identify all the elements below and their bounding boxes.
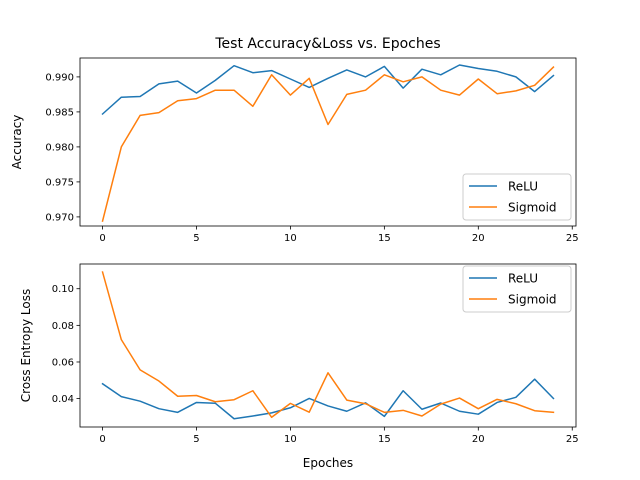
x-tick-label: 15	[378, 233, 391, 244]
y-axis-label: Cross Entropy Loss	[19, 289, 33, 402]
x-tick-label: 20	[472, 233, 485, 244]
x-tick-label: 0	[99, 434, 105, 445]
legend-label-sigmoid: Sigmoid	[508, 293, 557, 307]
axes-frame	[79, 263, 577, 428]
legend: ReLU Sigmoid	[462, 173, 572, 221]
x-tick-label: 5	[193, 434, 199, 445]
x-tick-label: 15	[378, 434, 391, 445]
series-line-sigmoid	[101, 271, 555, 419]
y-tick-label: 0.975	[45, 177, 74, 188]
accuracy-subplot: Test Accuracy&Loss vs. Epoches 0 5 10 15 20 25…	[10, 36, 579, 244]
legend-label-relu: ReLU	[508, 180, 538, 194]
y-tick-label: 0.06	[52, 357, 74, 368]
x-tick-label: 10	[284, 233, 297, 244]
chart-title: Test Accuracy&Loss vs. Epoches	[214, 36, 440, 52]
y-tick-label: 0.990	[45, 72, 74, 83]
legend: ReLU Sigmoid	[462, 265, 572, 313]
y-tick-label: 0.08	[52, 321, 74, 332]
y-tick-label: 0.970	[45, 212, 74, 223]
series-line-relu	[101, 64, 555, 116]
y-tick-label: 0.980	[45, 142, 74, 153]
series-line-relu	[101, 378, 555, 420]
y-axis-label: Accuracy	[10, 115, 24, 170]
x-tick-label: 10	[284, 434, 297, 445]
series-line-sigmoid	[101, 66, 555, 223]
y-tick-label: 0.10	[52, 284, 74, 295]
x-tick-label: 20	[472, 434, 485, 445]
axes-frame	[79, 57, 577, 227]
y-tick-label: 0.04	[52, 394, 74, 405]
x-tick-label: 25	[566, 233, 579, 244]
legend-label-sigmoid: Sigmoid	[508, 201, 557, 215]
x-tick-label: 0	[99, 233, 105, 244]
loss-subplot: 0 5 10 15 20 25 0.04 0.06 0.08 0.10 Epoches Cross E…	[19, 263, 579, 470]
legend-label-relu: ReLU	[508, 272, 538, 286]
x-tick-label: 25	[566, 434, 579, 445]
x-axis-label: Epoches	[303, 456, 353, 470]
x-tick-label: 5	[193, 233, 199, 244]
y-tick-label: 0.985	[45, 107, 74, 118]
